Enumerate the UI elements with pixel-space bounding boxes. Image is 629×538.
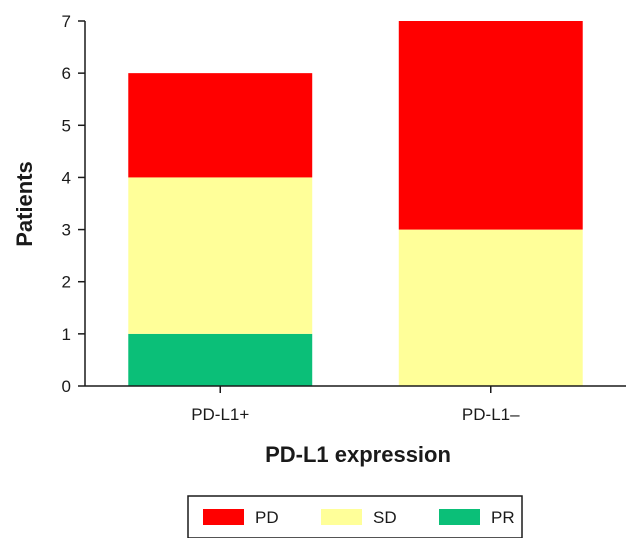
legend-swatch-pd (203, 509, 244, 525)
y-tick-label: 0 (62, 377, 71, 396)
bar-segment-pr (128, 333, 313, 386)
y-tick-label: 1 (62, 325, 71, 344)
x-tick-label: PD-L1+ (191, 405, 249, 424)
legend-label-sd: SD (373, 508, 397, 527)
bar-segment-pd (128, 73, 313, 178)
y-tick-label: 6 (62, 64, 71, 83)
bar-segment-sd (398, 229, 583, 386)
bar-segment-sd (128, 177, 313, 334)
legend-border (187, 495, 523, 538)
x-axis-title: PD-L1 expression (265, 442, 451, 467)
y-tick-label: 5 (62, 116, 71, 135)
y-tick-label: 2 (62, 273, 71, 292)
bar-segment-pd (398, 21, 583, 230)
y-axis-ticks: 0 1 2 3 4 5 6 7 (62, 12, 85, 396)
y-tick-label: 3 (62, 221, 71, 240)
y-tick-label: 4 (62, 168, 71, 187)
legend-label-pd: PD (255, 508, 279, 527)
bar-segments (128, 21, 583, 386)
legend: PD SD PR (187, 495, 523, 538)
legend-swatch-sd (321, 509, 362, 525)
legend-label-pr: PR (491, 508, 515, 527)
y-axis-title: Patients (12, 161, 37, 247)
y-tick-label: 7 (62, 12, 71, 31)
x-tick-label: PD-L1– (462, 405, 520, 424)
x-axis-ticks: PD-L1+ PD-L1– (191, 386, 520, 424)
legend-swatch-pr (439, 509, 480, 525)
